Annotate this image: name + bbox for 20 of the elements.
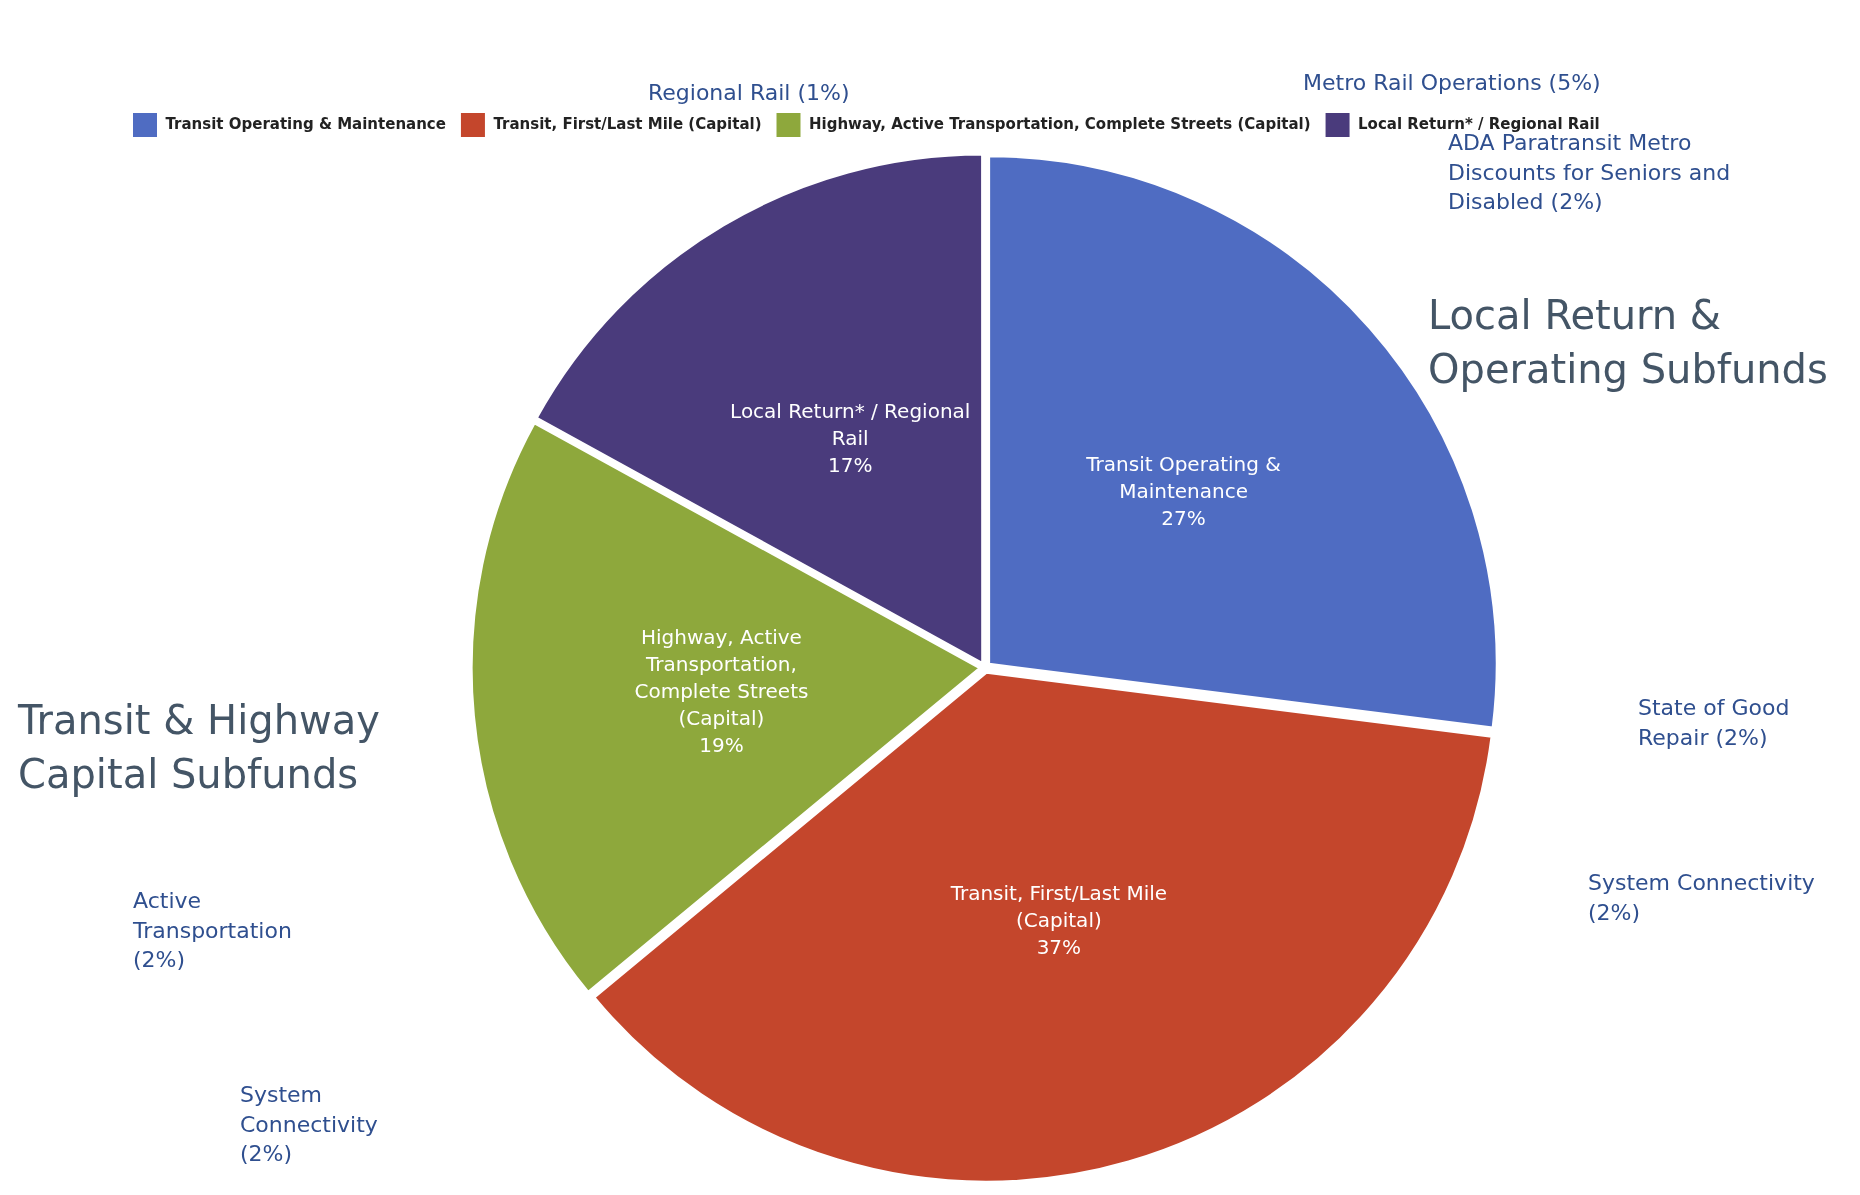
- data-label: 17%: [828, 452, 873, 477]
- slice-label: Transit Operating & Maintenance: [1085, 451, 1281, 503]
- data-label: 37%: [1036, 934, 1082, 959]
- slice-label: Local Return* / Regional Rail: [730, 398, 971, 450]
- text: System Connectivity (2%): [1588, 869, 1816, 927]
- legend-label: Transit, First/Last Mile (Capital): [493, 114, 762, 133]
- legend-label: Local Return* / Regional Rail: [1358, 114, 1600, 133]
- slice-label: Transit, First/Last Mile (Capital): [949, 880, 1168, 932]
- legend-label: Transit Operating & Maintenance: [165, 114, 446, 133]
- text: Local Return & Operating Subfunds: [1428, 291, 1829, 394]
- data-label: 19%: [699, 732, 744, 757]
- text: Active Transportation (2%): [133, 887, 293, 975]
- text: State of Good Repair (2%): [1638, 694, 1791, 752]
- legend-label: Highway, Active Transportation, Complete Streets (Capital): [809, 114, 1311, 133]
- text: System Connectivity (2%): [240, 1081, 379, 1169]
- text: Regional Rail (1%): [648, 79, 851, 107]
- text: Metro Rail Operations (5%): [1303, 69, 1602, 97]
- slice-label: Highway, Active Transportation, Complete Streets (Capital): [634, 624, 809, 730]
- data-label: 27%: [1161, 505, 1206, 530]
- text: Transit & Highway Capital Subfunds: [18, 696, 381, 799]
